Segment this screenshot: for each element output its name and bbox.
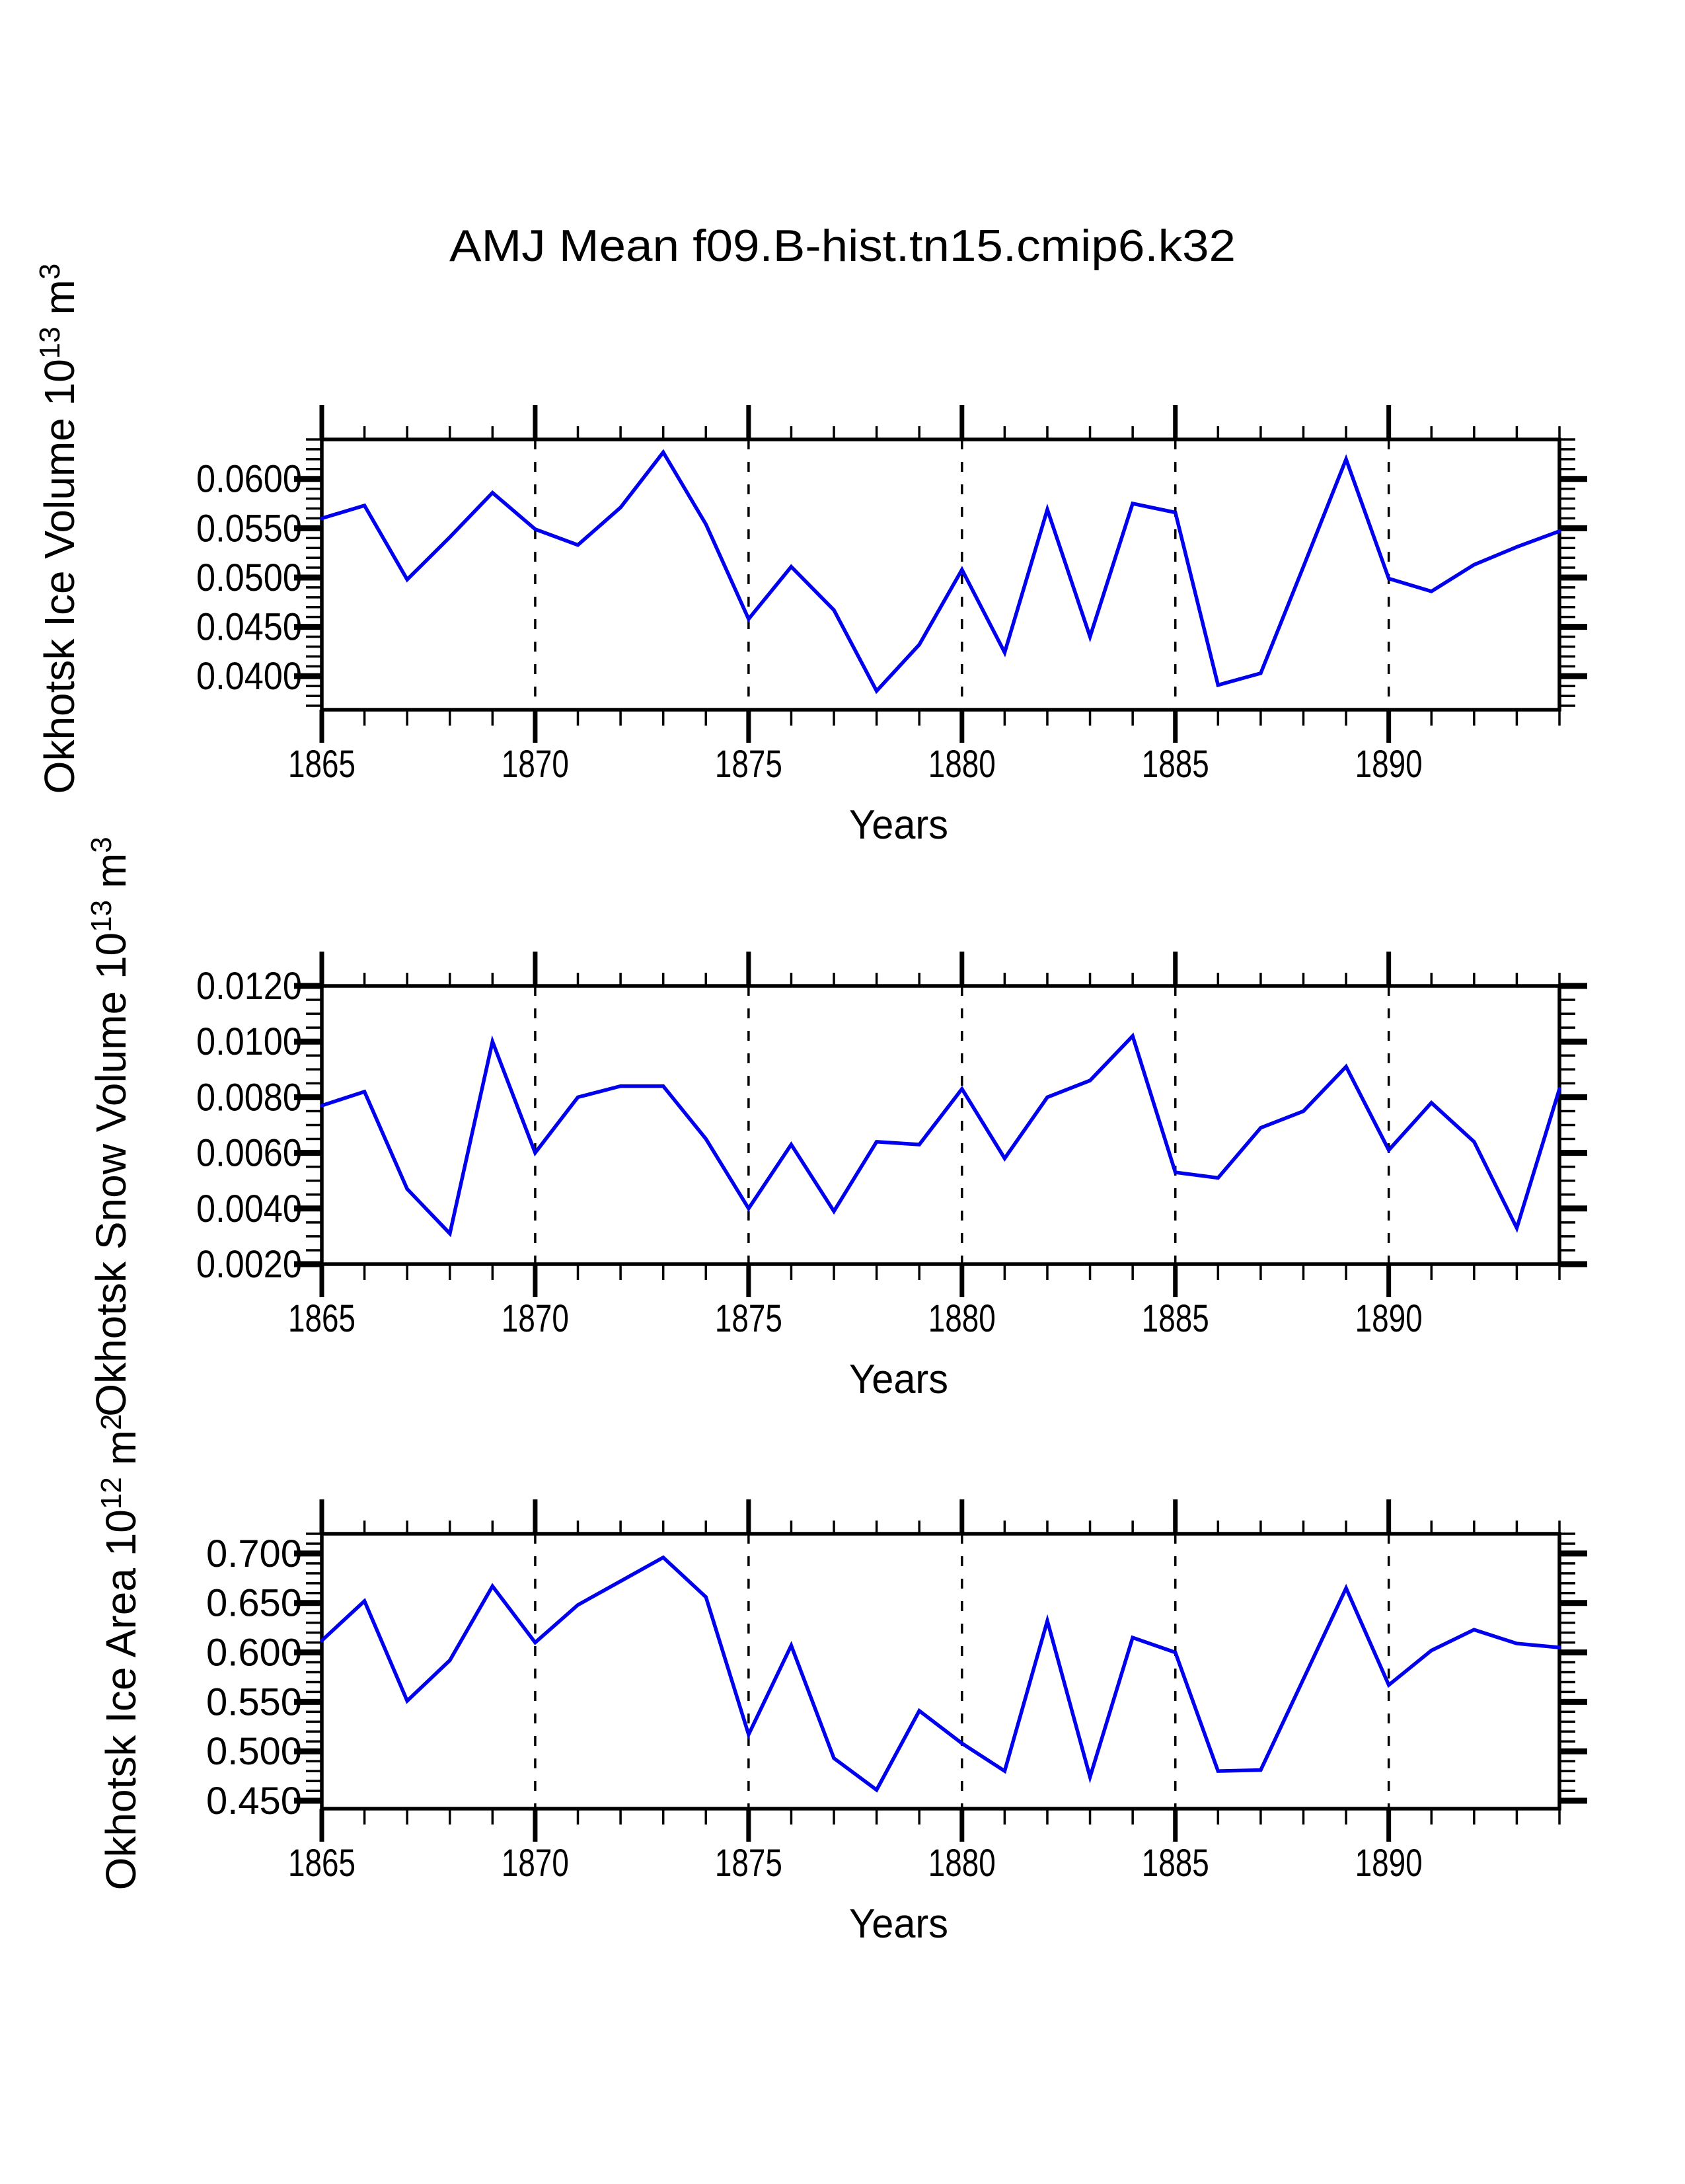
x-axis-title: Years	[849, 1901, 948, 1947]
x-tick-label: 1870	[502, 743, 569, 786]
figure-title: AMJ Mean f09.B-hist.tn15.cmip6.k32	[449, 221, 1236, 271]
y-tick-label: 0.0080	[196, 1076, 302, 1119]
axis-frame	[320, 984, 1561, 1266]
x-tick-label: 1875	[715, 1297, 782, 1340]
y-axis-title-segment: 3	[34, 264, 66, 280]
y-tick-label: 0.650	[206, 1582, 302, 1625]
y-tick-label: 0.0060	[196, 1132, 302, 1175]
data-line	[320, 1555, 1561, 1793]
y-axis-title-segment: Okhotsk Ice Area 10	[97, 1509, 145, 1890]
x-tick-label: 1880	[928, 1297, 996, 1340]
chart-snow-volume: 0.0020 0.0040 0.0060 0.0080 0.0100 0.0120 1865…	[85, 837, 1587, 1417]
y-axis-title-segment: 13	[85, 900, 118, 932]
y-axis-title-segment: Okhotsk Snow Volume 10	[87, 932, 135, 1417]
x-tick-label: 1865	[288, 1842, 356, 1885]
x-tick-label: 1875	[715, 743, 782, 786]
y-tick-label: 0.0550	[196, 507, 302, 550]
chart-ice-volume: 0.0400 0.0450 0.0500 0.0550 0.0600 1865 1870 18…	[34, 264, 1587, 848]
y-axis-title-segment: 12	[95, 1477, 128, 1509]
y-axis-title-segment: 13	[34, 326, 66, 359]
y-tick-label: 0.500	[206, 1730, 302, 1773]
y-tick-label: 0.0120	[196, 965, 302, 1008]
y-axis-title: Okhotsk Snow Volume 1013 m3	[85, 837, 135, 1416]
x-tick-label: 1870	[502, 1842, 569, 1885]
x-tick-label: 1875	[715, 1842, 782, 1885]
y-tick-label: 0.0500	[196, 556, 302, 599]
axis-frame	[320, 1532, 1561, 1811]
y-axis-title-segment: m	[97, 1430, 145, 1477]
y-axis-title-segment: m	[36, 280, 83, 326]
y-tick-label: 0.0100	[196, 1020, 302, 1063]
x-tick-label: 1885	[1142, 1297, 1209, 1340]
x-axis-title: Years	[849, 802, 948, 848]
x-tick-label: 1880	[928, 743, 996, 786]
y-axis-title-segment: 3	[85, 837, 118, 852]
x-tick-label: 1880	[928, 1842, 996, 1885]
y-tick-label: 0.0600	[196, 458, 302, 501]
x-tick-label: 1865	[288, 743, 356, 786]
y-tick-label: 0.700	[206, 1532, 302, 1575]
y-tick-label: 0.0020	[196, 1243, 302, 1286]
x-tick-label: 1865	[288, 1297, 356, 1340]
y-tick-label: 0.600	[206, 1632, 302, 1675]
y-axis-title-segment: Okhotsk Ice Volume 10	[36, 359, 83, 794]
y-tick-label: 0.0040	[196, 1187, 302, 1230]
data-line	[320, 1032, 1561, 1238]
y-tick-label: 0.0400	[196, 655, 302, 698]
x-tick-label: 1885	[1142, 1842, 1209, 1885]
y-tick-label: 0.450	[206, 1780, 302, 1823]
chart-ice-area: 0.450 0.500 0.550 0.600 0.650 0.700 1865 1870 18…	[95, 1414, 1587, 1947]
y-axis-title: Okhotsk Ice Area 1012 m2	[95, 1414, 145, 1891]
x-tick-label: 1890	[1355, 1842, 1423, 1885]
x-tick-label: 1890	[1355, 743, 1423, 786]
x-tick-label: 1885	[1142, 743, 1209, 786]
y-axis-title-segment: 2	[95, 1414, 128, 1430]
x-tick-label: 1890	[1355, 1297, 1423, 1340]
x-axis-title: Years	[849, 1357, 948, 1402]
y-axis-title: Okhotsk Ice Volume 1013 m3	[34, 264, 83, 794]
y-axis-title-segment: m	[87, 853, 135, 900]
y-tick-label: 0.0450	[196, 606, 302, 649]
data-line	[320, 449, 1561, 695]
x-tick-label: 1870	[502, 1297, 569, 1340]
y-tick-label: 0.550	[206, 1680, 302, 1723]
axis-frame	[320, 437, 1561, 712]
